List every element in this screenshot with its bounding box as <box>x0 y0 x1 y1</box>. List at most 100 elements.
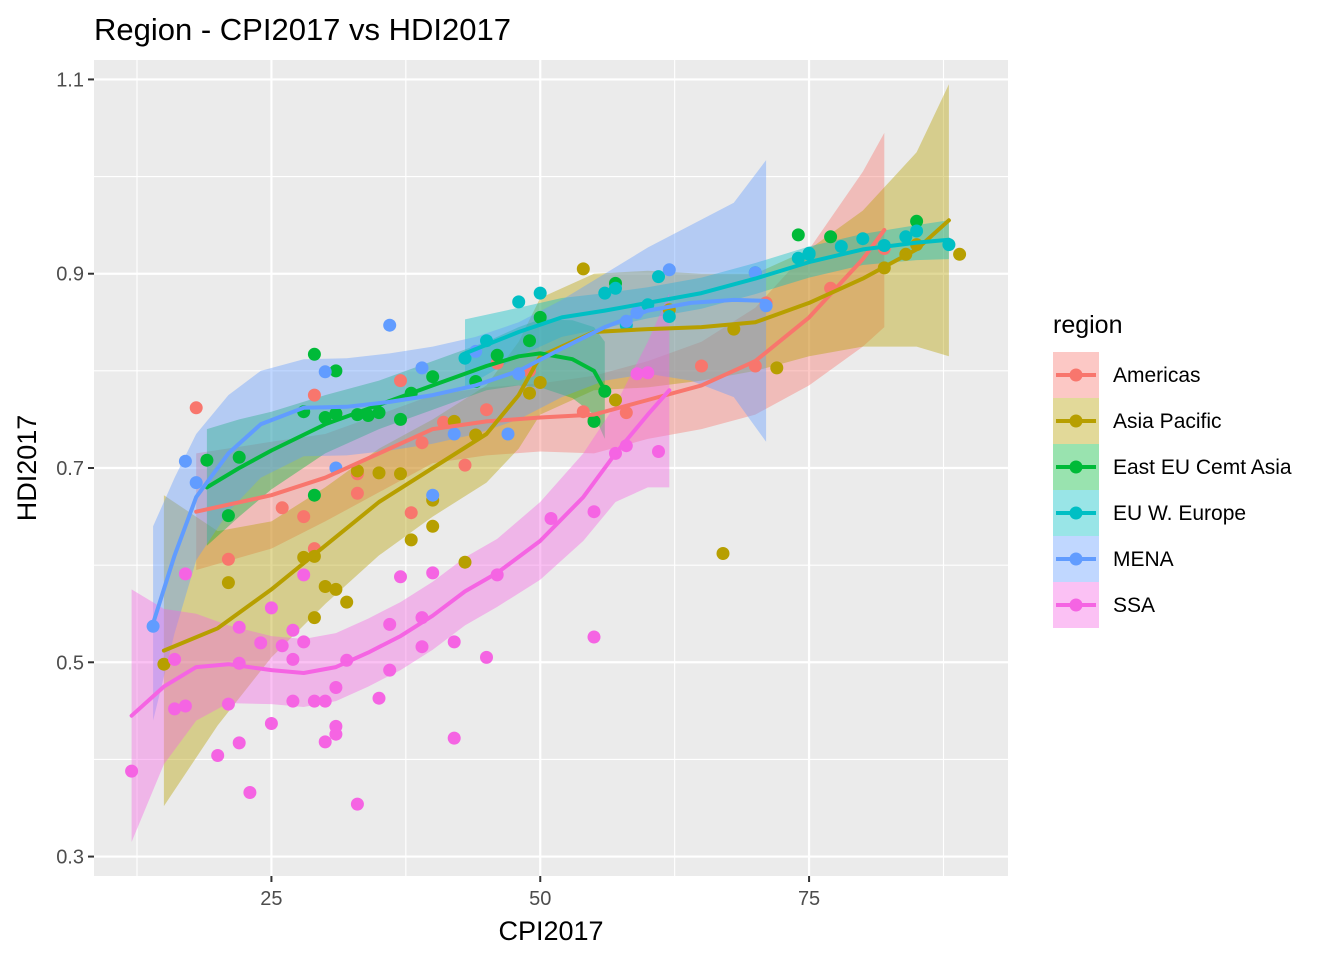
data-point <box>404 506 418 520</box>
legend-title: region <box>1053 311 1123 339</box>
y-axis-label: HDI2017 <box>12 415 42 522</box>
smooth-line <box>161 218 951 653</box>
smooth-line <box>194 228 887 514</box>
data-point <box>125 764 139 778</box>
data-point <box>791 251 805 265</box>
data-point <box>447 731 461 745</box>
data-point <box>480 403 493 417</box>
legend-key-point <box>1069 598 1083 612</box>
data-point <box>221 697 235 711</box>
data-point <box>275 639 289 653</box>
data-point <box>286 623 300 637</box>
confidence-band <box>465 220 949 388</box>
legend-key-point <box>1069 368 1083 382</box>
data-point <box>189 476 203 490</box>
data-point <box>168 702 182 716</box>
legend-key-point <box>1069 414 1083 428</box>
data-point <box>372 691 386 705</box>
data-point <box>264 717 278 730</box>
data-point <box>458 351 472 365</box>
data-point <box>307 611 321 625</box>
confidence-band <box>153 160 767 721</box>
data-point <box>297 510 311 524</box>
data-point <box>480 650 493 664</box>
data-point <box>652 270 665 284</box>
data-point <box>791 228 805 242</box>
y-tick-label: 1.1 <box>56 69 84 91</box>
data-point <box>426 566 440 580</box>
data-point <box>350 797 364 811</box>
smooth-lines <box>129 218 951 718</box>
data-point <box>189 401 203 415</box>
data-point <box>716 547 730 560</box>
data-point <box>512 295 526 309</box>
data-point <box>307 388 321 402</box>
legend[interactable]: region Americas Asia Pacific East EU Cemt … <box>1053 311 1292 628</box>
data-point <box>544 512 558 525</box>
data-point <box>641 366 655 380</box>
data-point <box>340 595 354 609</box>
legend-items: Americas Asia Pacific East EU Cemt Asia EU … <box>1053 352 1292 628</box>
data-point <box>383 663 397 677</box>
data-point <box>232 450 246 464</box>
data-point <box>576 262 590 276</box>
data-point <box>329 727 343 741</box>
data-point <box>329 681 343 694</box>
data-point <box>523 386 536 400</box>
data-point <box>856 232 870 246</box>
data-point <box>910 224 924 238</box>
data-point <box>652 445 665 458</box>
data-point <box>243 786 257 799</box>
data-point <box>178 699 192 713</box>
data-point <box>394 374 407 388</box>
data-point <box>447 427 461 441</box>
legend-key-point <box>1069 460 1083 474</box>
data-point <box>415 640 429 654</box>
data-point <box>426 370 440 384</box>
data-point <box>587 505 601 519</box>
data-point <box>178 454 192 468</box>
data-point <box>458 458 472 472</box>
data-point <box>415 361 429 375</box>
data-point <box>609 281 622 295</box>
legend-label: Asia Pacific <box>1113 410 1222 433</box>
data-point <box>490 348 504 362</box>
data-point <box>275 501 289 515</box>
data-point <box>383 318 397 332</box>
data-point <box>394 467 407 481</box>
y-tick-label: 0.7 <box>56 458 84 480</box>
chart-title: Region - CPI2017 vs HDI2017 <box>94 12 511 47</box>
data-point <box>232 620 246 634</box>
x-tick-label: 50 <box>529 888 551 910</box>
data-point <box>329 582 343 596</box>
x-tick-label: 25 <box>260 888 282 910</box>
smooth-line <box>204 351 607 490</box>
data-point <box>307 694 321 708</box>
data-point <box>178 567 192 581</box>
data-point <box>211 749 225 762</box>
legend-key-point <box>1069 552 1083 566</box>
x-tick-label: 75 <box>798 888 820 910</box>
smooth-line <box>463 237 951 356</box>
data-point <box>286 694 300 708</box>
smooth-line <box>151 297 769 626</box>
data-point <box>254 636 268 650</box>
data-point <box>533 310 547 324</box>
data-point <box>447 635 461 649</box>
data-point <box>394 412 407 426</box>
data-point <box>533 376 547 389</box>
data-point <box>286 652 300 666</box>
data-point <box>426 488 440 502</box>
y-tick-label: 0.5 <box>56 652 84 674</box>
data-point <box>426 519 440 533</box>
data-point <box>361 409 375 422</box>
smooth-line <box>129 388 672 718</box>
data-point <box>587 630 601 644</box>
data-point <box>394 570 407 584</box>
data-point <box>297 635 311 649</box>
data-point <box>609 393 622 407</box>
data-point <box>307 488 321 502</box>
data-point <box>307 347 321 361</box>
data-point <box>329 407 343 421</box>
data-point <box>297 568 311 582</box>
